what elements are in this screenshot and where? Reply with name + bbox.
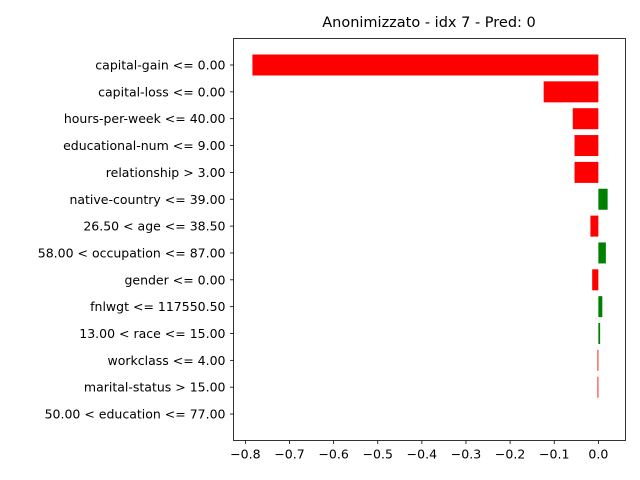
bar [592,269,599,291]
y-tick-label: workclass <= 4.00 [107,353,225,368]
bar [597,349,599,371]
y-tick-label: 58.00 < occupation <= 87.00 [38,245,226,260]
bar [598,323,601,344]
y-tick-label: native-country <= 39.00 [69,192,225,207]
x-tick-label: −0.7 [274,447,304,462]
y-axis-ticks: capital-gain <= 0.00 capital-loss <= 0.00… [38,58,234,422]
x-tick-label: −0.2 [495,447,525,462]
y-tick-label: educational-num <= 9.00 [63,138,225,153]
x-tick-label: −0.6 [318,447,348,462]
bar [252,54,599,76]
bar [574,135,599,157]
y-tick-label: hours-per-week <= 40.00 [64,111,226,126]
y-tick-label: fnlwgt <= 117550.50 [90,299,225,314]
x-tick-label: −0.4 [407,447,437,462]
x-tick-label: 0.0 [588,447,608,462]
bar [598,296,603,318]
y-tick-label: capital-loss <= 0.00 [98,84,225,99]
x-axis-ticks: −0.8 −0.7 −0.6 −0.5 −0.4 −0.3 −0.2 −0.1 0.0 [230,440,608,462]
chart-title: Anonimizzato - idx 7 - Pred: 0 [322,15,536,31]
bar [574,161,599,183]
plot-frame [233,38,626,441]
y-tick-label: 26.50 < age <= 38.50 [83,219,225,234]
y-tick-label: marital-status > 15.00 [84,380,226,395]
y-tick-label: gender <= 0.00 [124,272,225,287]
x-tick-label: −0.8 [230,447,260,462]
x-tick-label: −0.1 [539,447,569,462]
bar [590,215,599,237]
bar [597,376,599,398]
bars-group [252,54,608,398]
y-tick-label: 50.00 < education <= 77.00 [45,407,226,422]
y-tick-label: relationship > 3.00 [106,165,226,180]
x-tick-label: −0.3 [451,447,481,462]
bar [598,188,608,210]
bar [598,242,606,264]
bar [543,81,599,103]
y-tick-label: capital-gain <= 0.00 [95,58,225,73]
y-tick-label: 13.00 < race <= 15.00 [79,326,225,341]
bar [572,108,599,130]
x-tick-label: −0.5 [363,447,393,462]
